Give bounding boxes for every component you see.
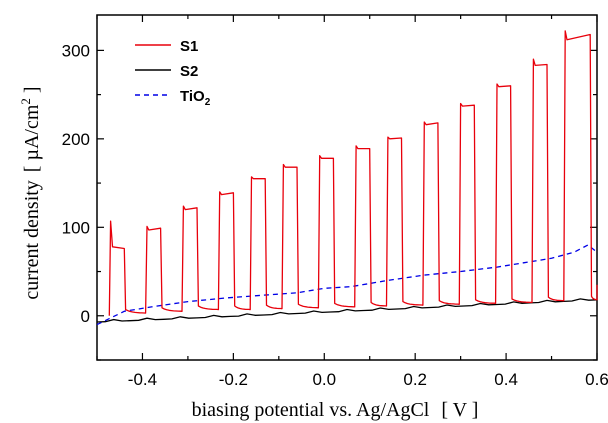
x-tick-label: 0.0 <box>312 370 336 389</box>
plot-frame <box>96 14 598 361</box>
legend-label-s1: S1 <box>180 38 198 55</box>
x-axis-title: biasing potential vs. Ag/AgCl[ V ] <box>192 399 479 421</box>
legend: S1 S2 TiO2 <box>135 38 211 108</box>
y-tick-label: 0 <box>81 307 90 326</box>
axis-ticks <box>96 15 598 361</box>
x-tick-label: 0.2 <box>403 370 427 389</box>
x-tick-labels: -0.4 -0.2 0.0 0.2 0.4 0.6 <box>128 370 608 389</box>
y-tick-labels: 0 100 200 300 <box>62 41 90 325</box>
y-tick-label: 300 <box>62 41 90 60</box>
x-tick-label: -0.4 <box>128 370 157 389</box>
series-line-tio2 <box>96 244 598 326</box>
x-tick-label: -0.2 <box>219 370 248 389</box>
y-axis-title: current density[ µA/cm2 ] <box>18 86 43 299</box>
x-tick-label: 0.6 <box>585 370 608 389</box>
legend-label-s2: S2 <box>180 63 198 80</box>
plot-area <box>96 30 598 326</box>
x-tick-label: 0.4 <box>494 370 518 389</box>
legend-label-tio2: TiO2 <box>180 88 211 108</box>
y-tick-label: 100 <box>62 218 90 237</box>
series-line-s1 <box>108 30 598 316</box>
series-line-s2 <box>96 298 598 323</box>
y-tick-label: 200 <box>62 130 90 149</box>
